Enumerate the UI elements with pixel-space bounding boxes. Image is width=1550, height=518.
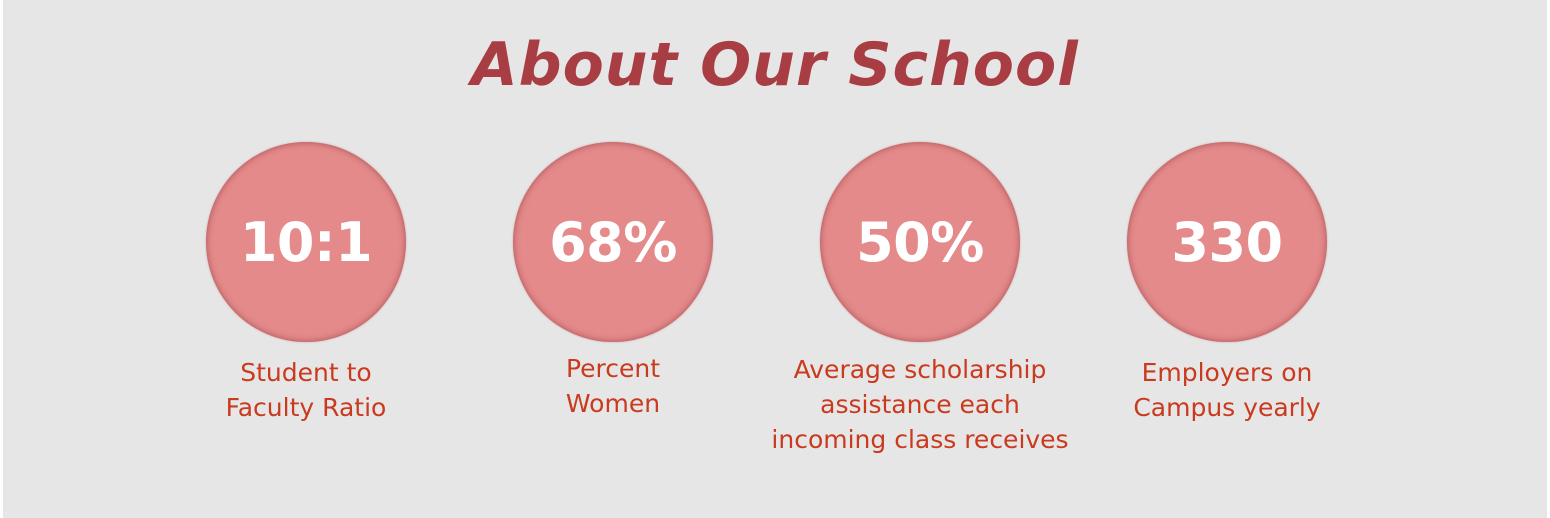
stat-caption: Average scholarship assistance each inco… bbox=[771, 355, 1069, 454]
stat-employers-on-campus: 330 Employers on Campus yearly bbox=[1057, 142, 1397, 472]
stat-value: 330 bbox=[1171, 210, 1283, 274]
stat-circle: 50% bbox=[820, 142, 1020, 342]
stat-circle: 68% bbox=[513, 142, 713, 342]
stat-value: 50% bbox=[856, 210, 984, 274]
stat-caption: Employers on Campus yearly bbox=[1133, 358, 1321, 422]
stat-caption: Percent Women bbox=[565, 354, 661, 418]
stat-scholarship-assistance: 50% Average scholarship assistance each … bbox=[750, 142, 1090, 472]
stat-value: 68% bbox=[549, 210, 677, 274]
stat-value: 10:1 bbox=[239, 210, 373, 274]
page-title: About Our School bbox=[471, 30, 1079, 100]
stat-circle: 330 bbox=[1127, 142, 1327, 342]
stat-student-faculty-ratio: 10:1 Student to Faculty Ratio bbox=[136, 142, 476, 472]
stat-circle: 10:1 bbox=[206, 142, 406, 342]
stat-caption: Student to Faculty Ratio bbox=[225, 358, 387, 422]
stat-percent-women: 68% Percent Women bbox=[443, 142, 783, 472]
about-school-panel: About Our School 10:1 Student to Faculty… bbox=[3, 0, 1547, 518]
